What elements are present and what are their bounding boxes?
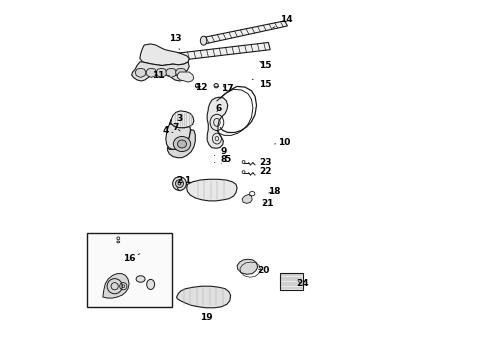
Text: 9: 9 [215, 148, 226, 157]
Text: 5: 5 [221, 155, 231, 164]
Polygon shape [146, 68, 157, 77]
Polygon shape [187, 179, 237, 201]
Text: 15: 15 [252, 79, 271, 89]
Polygon shape [176, 42, 270, 60]
Text: 15: 15 [259, 61, 271, 70]
Text: 6: 6 [216, 104, 222, 113]
Ellipse shape [196, 84, 199, 88]
Text: 14: 14 [272, 15, 293, 28]
Text: 13: 13 [169, 35, 181, 50]
Text: 12: 12 [195, 83, 207, 92]
Text: 11: 11 [151, 71, 170, 80]
Text: 10: 10 [274, 138, 291, 147]
Text: 7: 7 [172, 123, 180, 132]
Polygon shape [166, 68, 176, 77]
Polygon shape [103, 274, 129, 298]
Polygon shape [171, 111, 194, 128]
Text: 24: 24 [296, 279, 309, 288]
Polygon shape [237, 259, 258, 274]
Ellipse shape [214, 84, 219, 88]
Text: 22: 22 [260, 166, 272, 176]
Ellipse shape [200, 36, 207, 45]
Text: 2: 2 [176, 176, 183, 185]
Polygon shape [135, 68, 146, 77]
Text: 21: 21 [261, 199, 273, 208]
Ellipse shape [175, 53, 182, 62]
Text: 18: 18 [268, 187, 281, 196]
Bar [280, 273, 303, 290]
Text: 1: 1 [184, 176, 190, 185]
Ellipse shape [175, 180, 183, 188]
Ellipse shape [147, 279, 155, 289]
Polygon shape [166, 120, 190, 149]
Polygon shape [176, 286, 231, 308]
Text: 3: 3 [176, 114, 183, 122]
Polygon shape [175, 68, 186, 77]
Text: 17: 17 [221, 84, 234, 93]
Bar [87, 233, 172, 307]
Text: 19: 19 [200, 313, 213, 322]
Polygon shape [168, 130, 196, 158]
Text: 8: 8 [215, 155, 226, 163]
Polygon shape [140, 44, 189, 66]
Text: 20: 20 [257, 266, 269, 275]
Ellipse shape [177, 140, 187, 148]
Text: 4: 4 [163, 126, 173, 135]
Polygon shape [177, 72, 194, 82]
Polygon shape [242, 194, 252, 203]
Ellipse shape [173, 136, 191, 152]
Polygon shape [202, 21, 288, 44]
Polygon shape [156, 68, 167, 77]
Polygon shape [207, 97, 228, 148]
Text: 23: 23 [260, 158, 272, 167]
Ellipse shape [136, 276, 145, 282]
Ellipse shape [172, 177, 186, 190]
Text: 16: 16 [123, 254, 140, 263]
Polygon shape [132, 62, 189, 81]
